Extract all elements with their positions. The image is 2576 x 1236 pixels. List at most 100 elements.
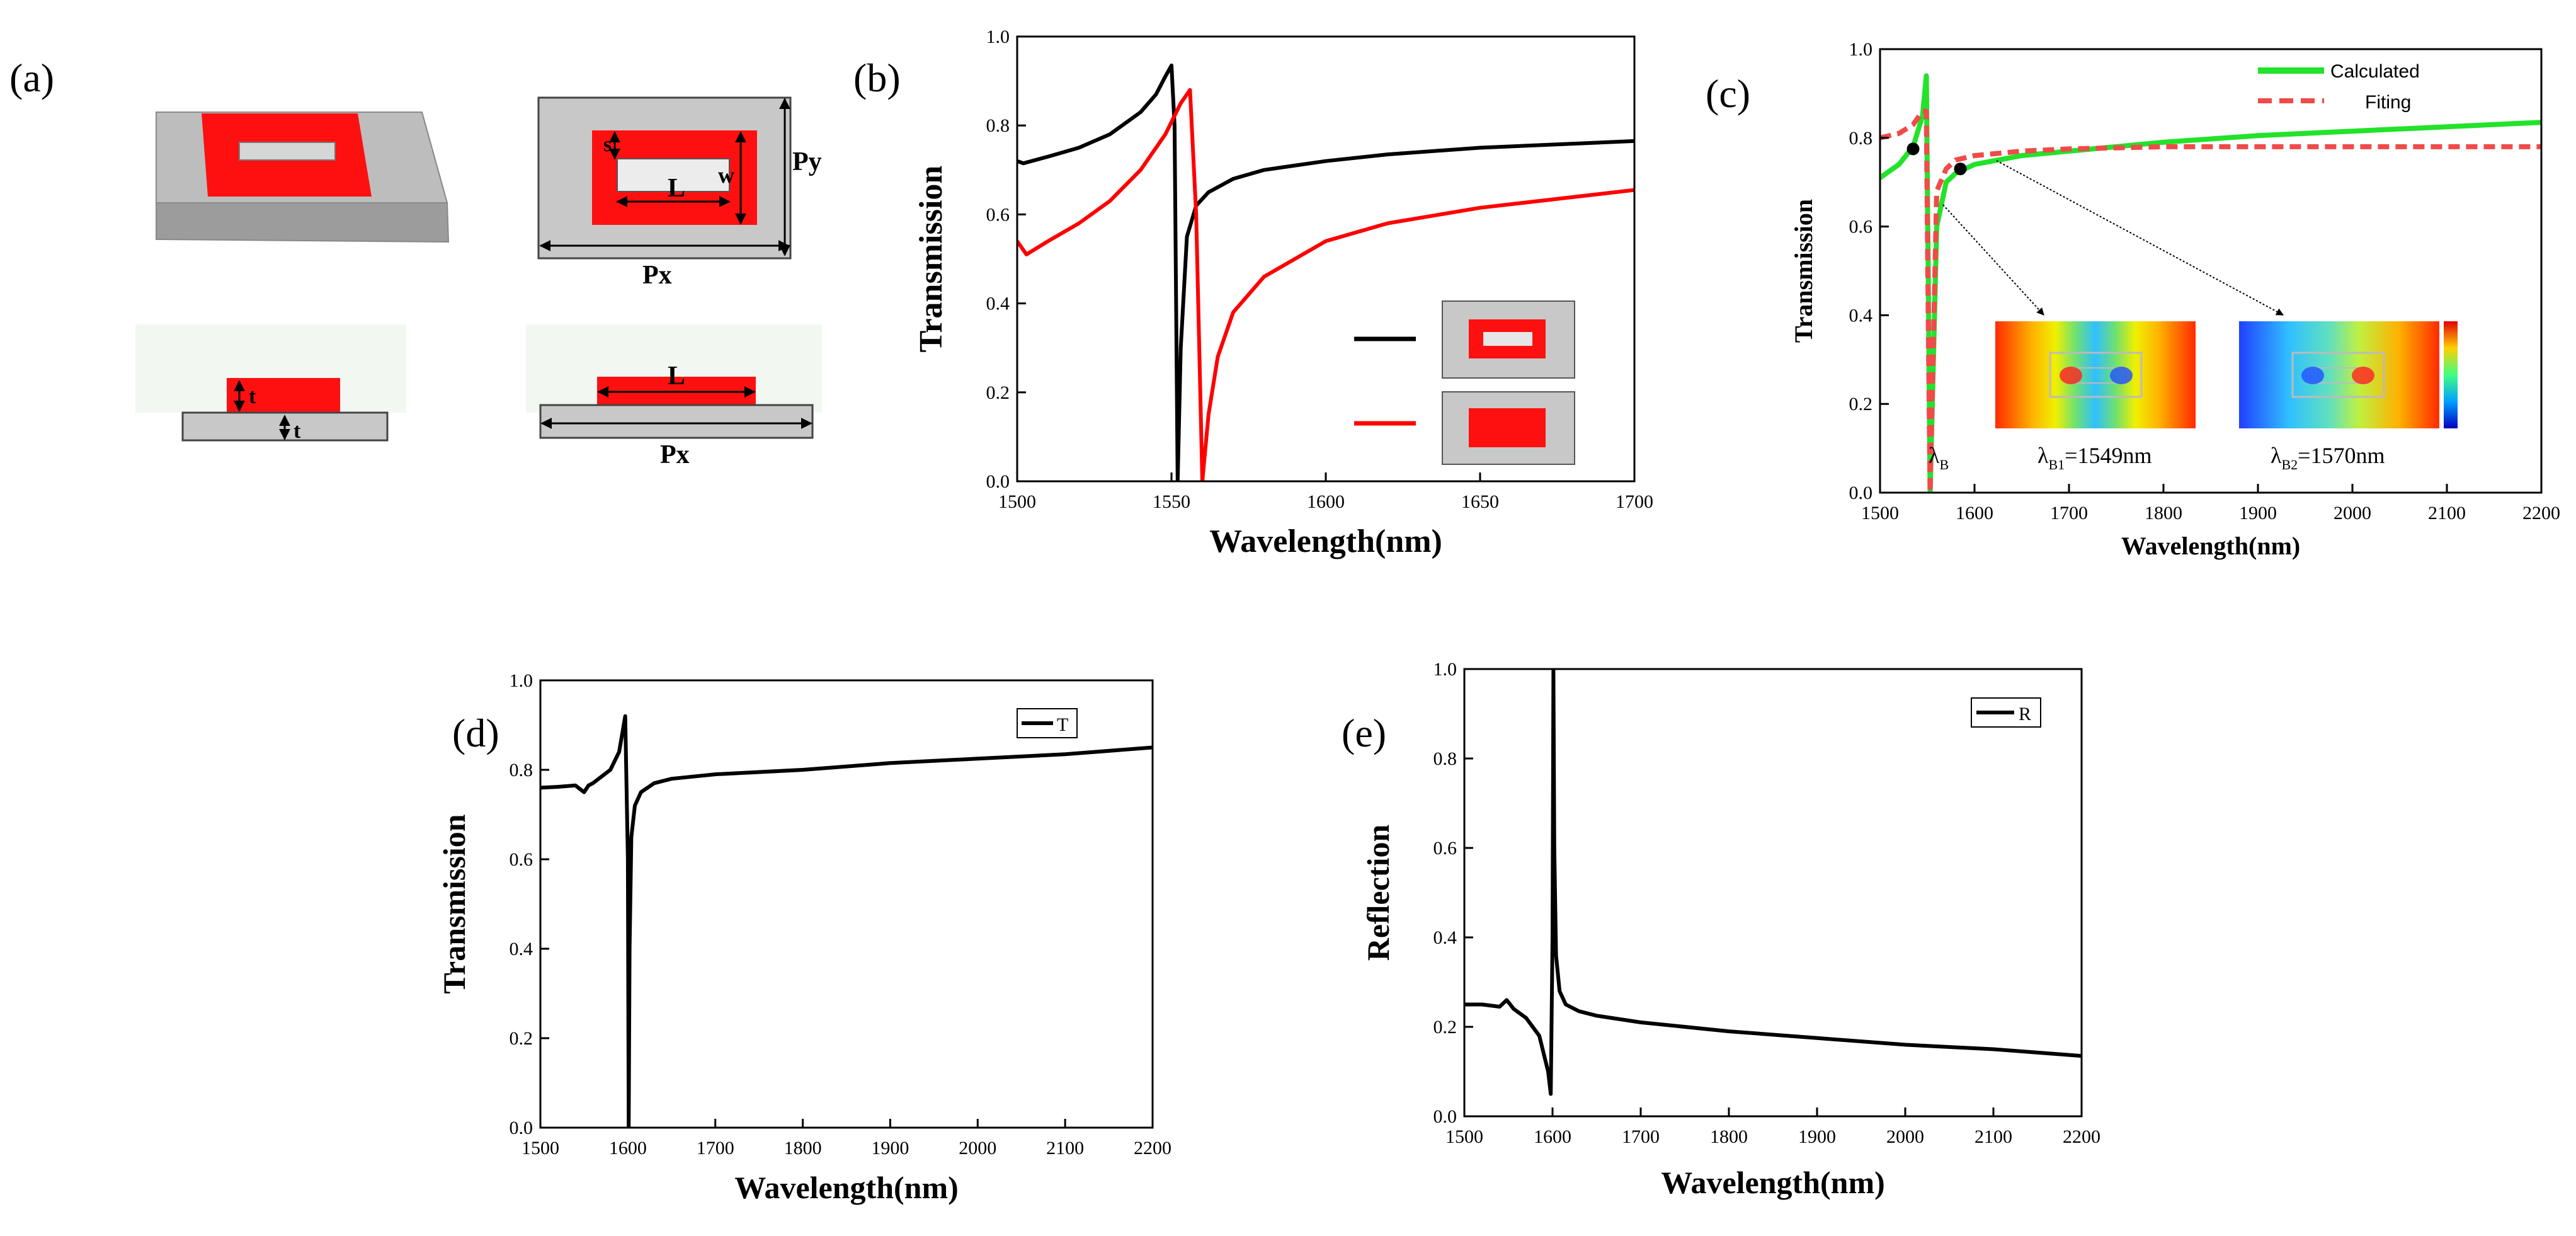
y-tick-label-c-4: 0.8 xyxy=(1849,128,1873,149)
field-map-b2 xyxy=(2239,321,2458,428)
label-Px: Px xyxy=(642,261,672,290)
y-tick-label-c-2: 0.4 xyxy=(1849,305,1873,326)
lambda-b1-annotation: λB1=1549nm xyxy=(2037,443,2151,472)
y-axis-title-d: Transmission xyxy=(436,814,472,993)
legend-label-R: R xyxy=(2019,704,2031,724)
chart-e: 1500 1600 1700 1800 1900 2000 2100 2200 0.0 0.2 0.… xyxy=(1360,659,2100,1200)
y-tick-label-d-2: 0.4 xyxy=(510,939,533,959)
y-axis-title-e: Reflection xyxy=(1360,825,1396,961)
colorbar xyxy=(2444,321,2458,428)
series-line-c-0 xyxy=(1880,73,2541,493)
y-tick-label-d-5: 1.0 xyxy=(510,670,533,691)
plot-frame-e xyxy=(1463,668,2083,1118)
label-Py: Py xyxy=(792,147,822,176)
y-tick-label-c-0: 0.0 xyxy=(1849,483,1873,503)
field-map-b1 xyxy=(1995,321,2196,428)
y-tick-label-c-1: 0.2 xyxy=(1849,394,1873,415)
label-w: w xyxy=(718,163,734,188)
marker-c-1 xyxy=(1954,163,1967,176)
x-tick-label-d-0: 1500 xyxy=(521,1138,559,1159)
x-tick-label-d-1: 1600 xyxy=(609,1138,647,1159)
y-tick-label-c-3: 0.6 xyxy=(1849,217,1873,237)
y-tick-label-b-2: 0.4 xyxy=(986,294,1010,314)
panel-label-b: (b) xyxy=(853,55,901,100)
x-tick-label-b-3: 1650 xyxy=(1461,491,1499,512)
panel-c: (c) 1500 1600 1700 1800 1900 2000 2100 2200 0.0 0… xyxy=(1706,39,2560,560)
x-tick-label-e-1: 1600 xyxy=(1534,1126,1571,1147)
x-tick-label-d-4: 1900 xyxy=(871,1138,909,1159)
x-axis-title-d: Wavelength(nm) xyxy=(734,1170,959,1205)
panel-label-e: (e) xyxy=(1342,711,1386,755)
x-tick-label-e-7: 2200 xyxy=(2063,1126,2100,1147)
plot-frame-c xyxy=(1879,48,2543,494)
plot-frame-d xyxy=(539,679,1154,1129)
chart-d: 1500 1600 1700 1800 1900 2000 2100 2200 0.0 0.2 0.… xyxy=(436,670,1171,1205)
chart-e-legend: R xyxy=(1971,697,2041,728)
x-tick-label-e-6: 2100 xyxy=(1975,1126,2012,1147)
svg-text:λB1=1549nm: λB1=1549nm xyxy=(2037,443,2151,472)
y-tick-label-b-5: 1.0 xyxy=(986,26,1010,47)
y-tick-label-b-3: 0.6 xyxy=(986,204,1010,225)
series-line-c-1 xyxy=(1880,108,2541,493)
y-axis-title-c: Transmission xyxy=(1789,199,1818,343)
svg-text:λB2=1570nm: λB2=1570nm xyxy=(2271,443,2385,472)
panel-b: (b) 1500 1550 1600 1650 17000.00.20.40.60.81… xyxy=(853,26,1653,559)
legend-label-T: T xyxy=(1057,714,1068,735)
y-tick-label-d-1: 0.2 xyxy=(510,1028,533,1049)
x-tick-label-c-1: 1600 xyxy=(1956,503,1993,524)
panel-e: (e) 1500 1600 1700 1800 1900 2000 2100 2200 0.0 0… xyxy=(1342,659,2100,1200)
label-t-top: t xyxy=(249,385,256,408)
marker-c-0 xyxy=(1906,142,1920,156)
series-line-e-0 xyxy=(1464,669,2082,1096)
series-line-b-0 xyxy=(1017,63,1634,481)
x-tick-label-b-1: 1550 xyxy=(1153,491,1190,512)
series-line-d-0 xyxy=(540,714,1153,1128)
label-Px-side: Px xyxy=(660,440,690,469)
x-tick-label-e-5: 2000 xyxy=(1886,1126,1924,1147)
arrow-b2 xyxy=(1996,160,2284,316)
legend-label-fitting: Fiting xyxy=(2365,92,2411,113)
svg-text:λB: λB xyxy=(1929,443,1949,472)
x-tick-label-d-3: 1800 xyxy=(784,1138,822,1159)
y-axis-title-b: Transmission xyxy=(913,166,949,353)
chart-b: 1500 1550 1600 1650 1700 0.0 0.2 0.4 0.6 0.8 1.0 Wa… xyxy=(913,26,1653,559)
x-tick-label-c-6: 2100 xyxy=(2428,503,2466,524)
panel-d: (d) 1500 1600 1700 1800 1900 2000 2100 2200 0.0 0… xyxy=(436,670,1171,1205)
y-tick-label-b-1: 0.2 xyxy=(986,382,1010,403)
x-tick-label-e-3: 1800 xyxy=(1710,1126,1748,1147)
y-tick-label-d-0: 0.0 xyxy=(510,1118,533,1138)
label-L: L xyxy=(668,174,685,203)
chart-c: 1500 1600 1700 1800 1900 2000 2100 2200 0.0 0.2 0.… xyxy=(1789,39,2560,560)
y-tick-label-d-3: 0.6 xyxy=(510,849,533,870)
x-tick-label-d-7: 2200 xyxy=(1134,1138,1171,1159)
panel-label-a: (a) xyxy=(9,55,54,100)
lambda-b-annotation: λB xyxy=(1929,443,1949,472)
chart-c-legend: Calculated Fiting xyxy=(2258,61,2420,113)
x-axis-title-e: Wavelength(nm) xyxy=(1661,1165,1885,1200)
y-tick-label-e-5: 1.0 xyxy=(1433,659,1457,680)
x-tick-label-b-4: 1700 xyxy=(1616,491,1653,512)
series-line-b-1 xyxy=(1017,88,1634,481)
x-axis-title-c: Wavelength(nm) xyxy=(2121,532,2300,560)
y-tick-label-e-0: 0.0 xyxy=(1433,1106,1457,1127)
label-t-bottom: t xyxy=(294,420,301,443)
lambda-b2-annotation: λB2=1570nm xyxy=(2271,443,2385,472)
x-tick-label-e-2: 1700 xyxy=(1622,1126,1660,1147)
schematic-side-view-1: t t xyxy=(135,324,406,443)
arrow-b1 xyxy=(1942,204,2044,316)
y-tick-label-b-0: 0.0 xyxy=(986,471,1010,492)
y-tick-label-e-1: 0.2 xyxy=(1433,1017,1457,1038)
y-tick-label-c-5: 1.0 xyxy=(1849,39,1873,60)
x-tick-label-c-2: 1700 xyxy=(2050,503,2088,524)
legend-label-calculated: Calculated xyxy=(2330,61,2420,82)
schematic-top-view: s L w Py Px xyxy=(537,96,822,290)
y-tick-label-e-3: 0.6 xyxy=(1433,838,1457,859)
x-tick-label-c-4: 1900 xyxy=(2239,503,2277,524)
x-tick-label-c-3: 1800 xyxy=(2145,503,2182,524)
y-tick-label-d-4: 0.8 xyxy=(510,760,533,781)
y-tick-label-e-4: 0.8 xyxy=(1433,748,1457,769)
label-L-side: L xyxy=(668,362,685,391)
x-tick-label-d-5: 2000 xyxy=(959,1138,996,1159)
x-tick-label-b-0: 1500 xyxy=(998,491,1036,512)
x-tick-label-c-0: 1500 xyxy=(1861,503,1899,524)
